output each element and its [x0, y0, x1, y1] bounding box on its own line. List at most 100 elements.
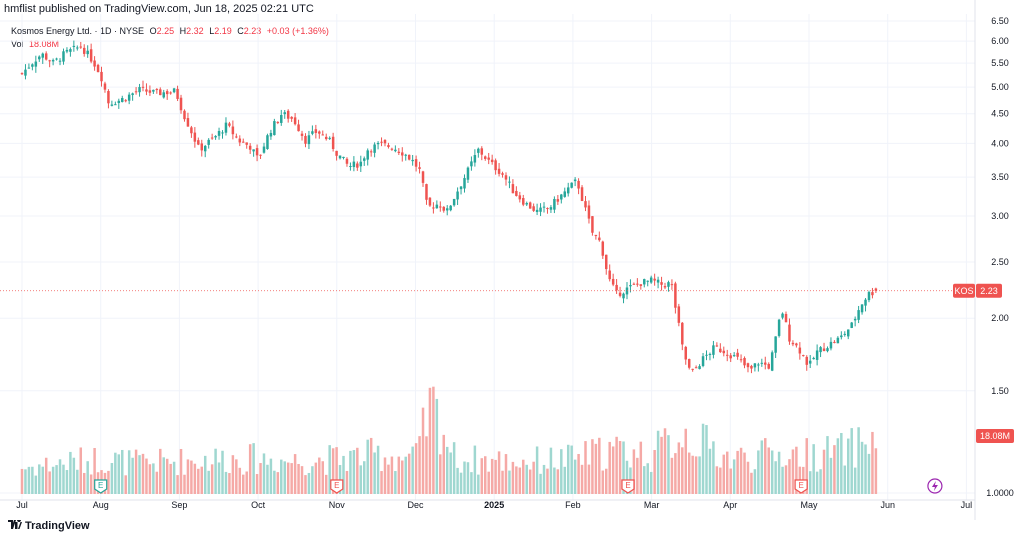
volume-bar — [394, 471, 397, 494]
volume-bar — [307, 472, 311, 494]
last-price-tag[interactable] — [976, 283, 1002, 298]
volume-bar — [428, 387, 432, 494]
candle-body — [473, 155, 477, 163]
low-label: L — [209, 26, 215, 36]
volume-bar — [501, 470, 504, 494]
volume-bar — [546, 468, 549, 494]
candle-body — [383, 139, 387, 144]
volume-bar — [539, 473, 542, 494]
earnings-marker-icon[interactable] — [330, 479, 344, 494]
volume-bar — [276, 472, 280, 494]
candle-body — [293, 117, 297, 125]
volume-bar — [570, 445, 573, 494]
earnings-marker-label: E — [98, 481, 103, 490]
volume-bar — [183, 474, 186, 494]
candle-body — [190, 127, 193, 134]
candle-body — [629, 285, 632, 287]
volume-bar — [449, 452, 452, 494]
earnings-marker-icon[interactable] — [621, 479, 635, 494]
candle-body — [719, 348, 722, 353]
candle-body — [549, 207, 553, 210]
candle-body — [93, 60, 96, 67]
volume-bar — [584, 441, 587, 494]
candle-body — [245, 142, 248, 145]
candle-body — [504, 175, 508, 180]
volume-bar — [131, 457, 134, 494]
candle-body — [774, 336, 777, 353]
volume-bar — [210, 464, 214, 494]
volume-bar — [708, 448, 712, 494]
volume-bar — [269, 458, 273, 494]
volume-bar — [795, 446, 798, 494]
candle-body — [601, 241, 605, 256]
candle-body — [819, 347, 822, 353]
volume-bar — [127, 450, 131, 494]
volume-bar — [110, 463, 114, 494]
candle-body — [646, 280, 649, 282]
candle-body — [577, 180, 580, 189]
candle-body — [487, 157, 490, 160]
volume-bar — [197, 468, 200, 494]
candle-body — [843, 333, 847, 335]
candle-body — [687, 359, 691, 368]
candle-body — [34, 61, 38, 67]
candle-body — [452, 198, 456, 206]
candle-body — [739, 359, 743, 361]
volume-bar — [169, 463, 172, 494]
candle-body — [725, 354, 729, 356]
volume-bar — [591, 439, 594, 494]
candle-body — [643, 279, 646, 285]
candle-body — [76, 47, 79, 49]
candle-body — [829, 341, 833, 349]
earnings-marker-icon[interactable] — [794, 479, 808, 494]
volume-bar — [608, 441, 611, 494]
candle-body — [484, 156, 487, 159]
candle-body — [781, 313, 784, 318]
candle-body — [69, 49, 72, 52]
candle-body — [159, 89, 162, 96]
volume-bar — [452, 442, 456, 494]
volume-bar — [300, 466, 304, 494]
volume-bar — [632, 449, 636, 494]
candle-body — [155, 89, 159, 91]
volume-bar — [324, 474, 328, 494]
volume-bar — [732, 459, 736, 494]
candle-body — [667, 282, 670, 287]
price-legend-row: Kosmos Energy Ltd. · 1D · NYSE O2.25 H2.… — [11, 25, 329, 38]
earnings-marker-icon[interactable] — [94, 479, 108, 494]
candle-body — [653, 278, 656, 281]
volume-value: 18.08M — [29, 39, 60, 49]
volume-bar — [179, 448, 183, 494]
candle-body — [127, 94, 131, 101]
candle-body — [235, 136, 238, 138]
volume-bar — [867, 453, 871, 494]
candle-body — [124, 100, 127, 102]
volume-bar — [165, 458, 169, 494]
candle-body — [197, 140, 200, 145]
volume-bar — [670, 457, 674, 494]
volume-bar — [224, 471, 228, 494]
volume-bar — [342, 455, 345, 494]
volume-bar — [528, 469, 532, 494]
volume-bar — [152, 463, 155, 494]
volume-bar — [193, 463, 197, 494]
volume-bar — [639, 441, 643, 494]
y-tick-label: 3.50 — [991, 172, 1009, 182]
volume-bar — [466, 462, 470, 494]
close-value: 2.23 — [243, 26, 262, 36]
candle-body — [857, 310, 860, 320]
volume-bar — [435, 398, 439, 494]
candle-body — [210, 137, 214, 139]
candle-body — [307, 135, 311, 145]
candle-body — [152, 89, 155, 92]
volume-bar — [24, 469, 27, 494]
volume-bar — [774, 461, 777, 494]
volume-bar — [252, 443, 255, 494]
symbol-title[interactable]: Kosmos Energy Ltd. · 1D · NYSE — [11, 26, 145, 36]
candle-body — [542, 206, 546, 208]
volume-bar — [833, 445, 836, 494]
candle-body — [663, 286, 667, 288]
volume-bar — [82, 472, 86, 494]
candle-body — [618, 292, 622, 296]
